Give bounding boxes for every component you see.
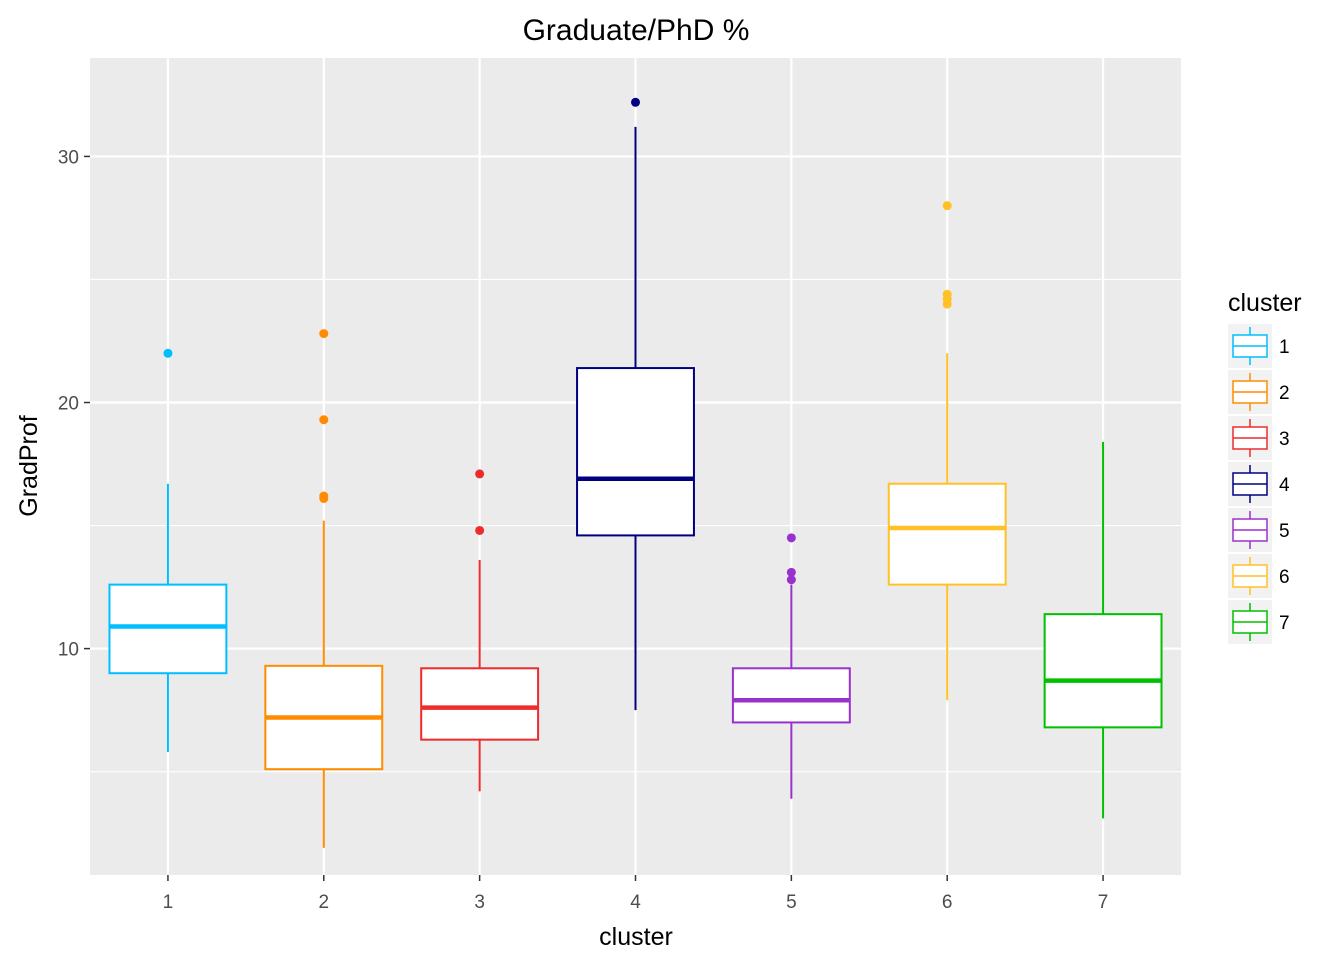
y-tick-label: 20 — [58, 394, 79, 415]
box-cluster-5 — [731, 533, 851, 799]
legend-label: 6 — [1279, 567, 1290, 588]
outlier-point — [786, 567, 796, 577]
x-tick-label: 2 — [318, 892, 329, 913]
x-tick-label: 6 — [942, 892, 953, 913]
box — [420, 667, 540, 741]
axes: 10 20 30 1 2 3 4 5 6 7 — [58, 147, 1109, 913]
box-cluster-3 — [420, 469, 540, 792]
legend-label: 7 — [1279, 613, 1290, 634]
legend-item-7: 7 — [1228, 600, 1290, 644]
legend-title: cluster — [1228, 289, 1302, 317]
box-cluster-7 — [1043, 441, 1163, 819]
legend-label: 2 — [1279, 383, 1290, 404]
outlier-point — [475, 469, 485, 479]
box — [887, 482, 1007, 586]
box — [108, 583, 228, 675]
legend-item-1: 1 — [1228, 324, 1290, 368]
y-tick-label: 30 — [58, 147, 79, 168]
outlier-point — [786, 533, 796, 543]
legend-label: 5 — [1279, 521, 1290, 542]
x-tick-label: 5 — [786, 892, 797, 913]
outlier-point — [319, 415, 329, 425]
outlier-point — [942, 289, 952, 299]
chart-title: Graduate/PhD % — [523, 14, 750, 47]
legend-item-2: 2 — [1228, 370, 1290, 414]
legend: cluster 1 2 3 4 5 6 7 — [1228, 289, 1302, 644]
box — [731, 667, 851, 724]
legend-item-5: 5 — [1228, 508, 1290, 552]
legend-label: 3 — [1279, 429, 1290, 450]
x-tick-label: 4 — [630, 892, 641, 913]
x-tick-label: 3 — [474, 892, 485, 913]
y-axis-title: GradProf — [15, 415, 43, 516]
legend-item-4: 4 — [1228, 462, 1290, 506]
outlier-point — [942, 201, 952, 211]
box — [576, 367, 695, 537]
x-tick-label: 1 — [163, 892, 174, 913]
box — [1043, 613, 1163, 729]
x-tick-label: 7 — [1098, 892, 1109, 913]
box-cluster-6 — [887, 201, 1007, 701]
outlier-point — [319, 329, 329, 339]
outlier-point — [319, 491, 329, 501]
plot-marks — [108, 97, 1163, 848]
y-tick-label: 10 — [58, 640, 79, 661]
legend-item-3: 3 — [1228, 416, 1290, 460]
outlier-point — [786, 575, 796, 585]
box-cluster-2 — [264, 329, 384, 848]
outlier-point — [631, 97, 640, 107]
legend-label: 1 — [1279, 337, 1290, 358]
box-cluster-1 — [108, 348, 228, 752]
outlier-point — [163, 348, 173, 358]
box-cluster-4 — [576, 97, 695, 711]
outlier-point — [475, 525, 485, 535]
x-axis-title: cluster — [599, 923, 673, 951]
legend-label: 4 — [1279, 475, 1290, 496]
legend-item-6: 6 — [1228, 554, 1290, 598]
